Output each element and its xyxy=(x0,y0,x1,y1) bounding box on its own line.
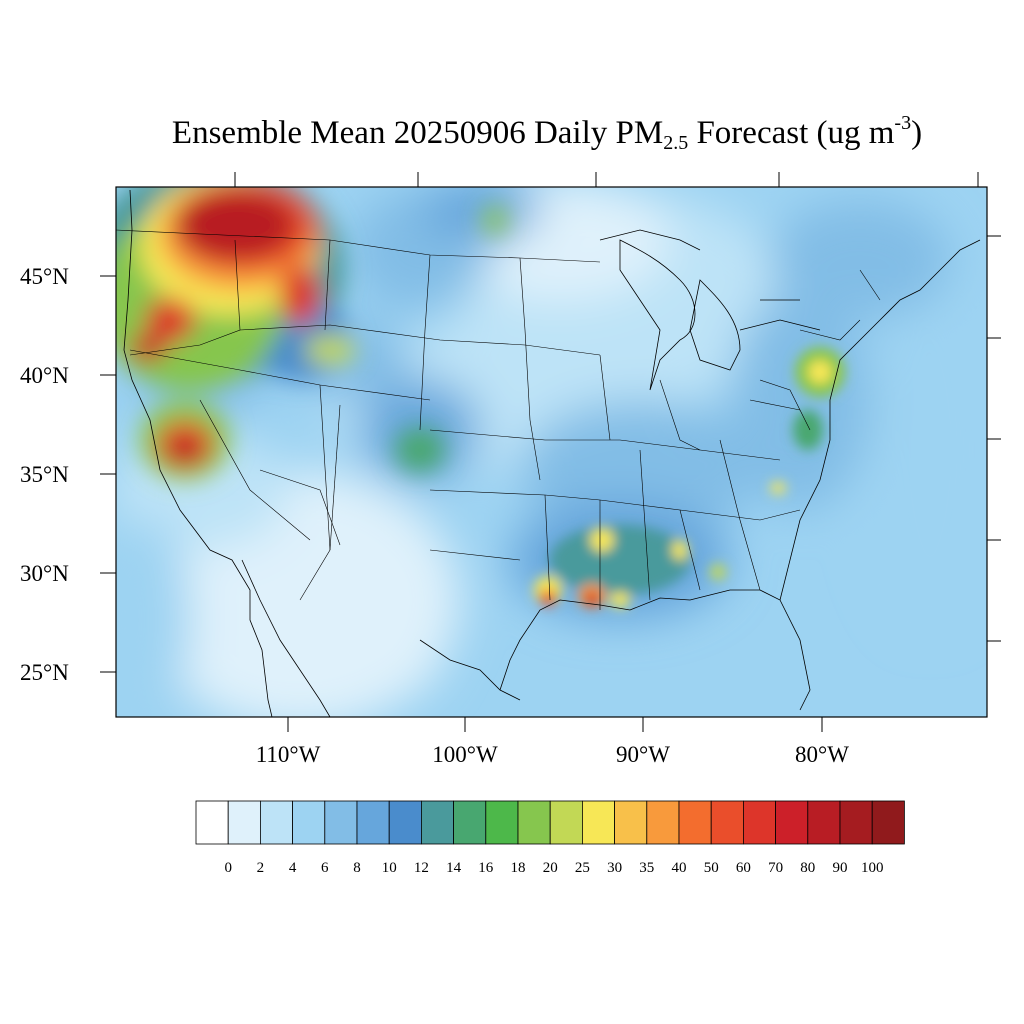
longitude-axis: 110°W 100°W 90°W 80°W xyxy=(256,717,849,767)
colorbar-label: 40 xyxy=(672,860,687,876)
colorbar-swatch xyxy=(807,800,841,845)
title-subscript: 2.5 xyxy=(663,132,689,154)
colorbar-swatch xyxy=(582,800,616,845)
colorbar-swatch xyxy=(646,800,680,845)
colorbar-swatch xyxy=(743,800,777,845)
colorbar-swatch xyxy=(710,800,744,845)
colorbar-label: 100 xyxy=(861,860,884,876)
colorbar-swatch xyxy=(517,800,551,845)
colorbar-swatch xyxy=(420,800,454,845)
lon-label: 80°W xyxy=(795,742,849,767)
frame-ticks xyxy=(234,172,1001,642)
colorbar-label: 12 xyxy=(414,860,429,876)
colorbar-label: 0 xyxy=(224,860,232,876)
lat-label: 35°N xyxy=(20,462,69,487)
colorbar-swatch xyxy=(839,800,873,845)
lat-label: 45°N xyxy=(20,264,69,289)
colorbar-swatch xyxy=(356,800,390,845)
coastlines xyxy=(123,189,981,717)
colorbar-label: 4 xyxy=(289,860,297,876)
colorbar-label: 16 xyxy=(478,860,494,876)
lon-label: 110°W xyxy=(256,742,321,767)
title-suffix: ) xyxy=(911,115,923,151)
concentration-field xyxy=(116,187,987,717)
colorbar-label: 2 xyxy=(257,860,265,876)
colorbar-label: 6 xyxy=(321,860,329,876)
colorbar-label: 60 xyxy=(736,860,751,876)
colorbar-label: 90 xyxy=(833,860,848,876)
colorbar-swatch xyxy=(678,800,712,845)
colorbar-label: 25 xyxy=(575,860,590,876)
title-superscript: -3 xyxy=(894,112,912,134)
plot-frame xyxy=(115,186,988,718)
state-borders xyxy=(116,229,881,610)
lat-label: 30°N xyxy=(20,561,69,586)
colorbar-label: 50 xyxy=(704,860,719,876)
colorbar-label: 10 xyxy=(382,860,397,876)
lon-label: 90°W xyxy=(616,742,670,767)
title-prefix: Ensemble Mean 20250906 Daily PM xyxy=(171,115,664,151)
colorbar-swatch xyxy=(485,800,519,845)
colorbar-label: 70 xyxy=(768,860,783,876)
colorbar: 0 2 4 6 8 10 12 14 16 18 20 25 30 35 40 50 60 70 80 90 100 xyxy=(195,800,905,876)
colorbar-swatch xyxy=(259,800,293,845)
colorbar-swatch xyxy=(195,800,229,845)
colorbar-swatch xyxy=(324,800,358,845)
lat-label: 25°N xyxy=(20,660,69,685)
colorbar-swatch xyxy=(227,800,261,845)
lon-label: 100°W xyxy=(432,742,498,767)
colorbar-label: 30 xyxy=(607,860,622,876)
colorbar-swatch xyxy=(292,800,326,845)
lat-label: 40°N xyxy=(20,363,69,388)
map-title: Ensemble Mean 20250906 Daily PM2.5 Forec… xyxy=(0,112,1024,155)
colorbar-label: 14 xyxy=(446,860,462,876)
title-middle: Forecast (ug m xyxy=(688,115,895,151)
colorbar-label: 18 xyxy=(511,860,526,876)
latitude-axis: 45°N 40°N 35°N 30°N 25°N xyxy=(20,264,116,685)
colorbar-label: 35 xyxy=(639,860,654,876)
colorbar-swatch xyxy=(614,800,648,845)
colorbar-swatch xyxy=(775,800,809,845)
colorbar-label: 80 xyxy=(800,860,815,876)
colorbar-swatch xyxy=(871,800,905,845)
colorbar-swatch xyxy=(388,800,422,845)
colorbar-label: 20 xyxy=(543,860,558,876)
colorbar-swatch xyxy=(549,800,583,845)
colorbar-swatch xyxy=(453,800,487,845)
colorbar-label: 8 xyxy=(353,860,361,876)
